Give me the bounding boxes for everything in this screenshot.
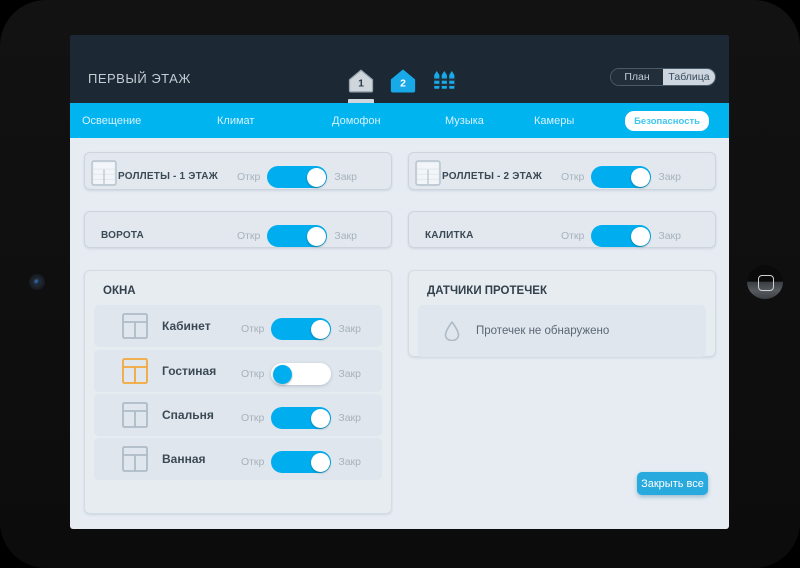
svg-text:2: 2 xyxy=(400,78,406,90)
svg-text:1: 1 xyxy=(358,78,364,90)
